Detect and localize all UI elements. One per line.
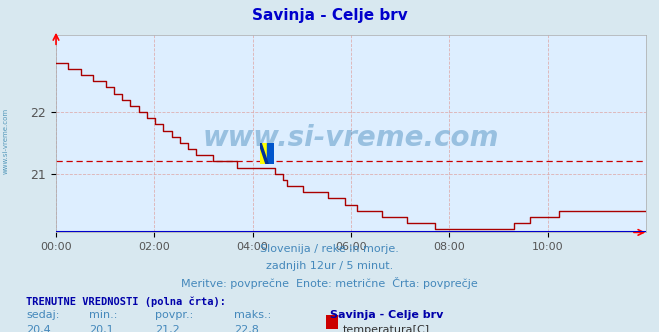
Text: min.:: min.: xyxy=(89,310,117,320)
Text: 21,2: 21,2 xyxy=(155,325,180,332)
Text: Savinja - Celje brv: Savinja - Celje brv xyxy=(330,310,443,320)
Text: maks.:: maks.: xyxy=(234,310,272,320)
Text: TRENUTNE VREDNOSTI (polna črta):: TRENUTNE VREDNOSTI (polna črta): xyxy=(26,296,226,307)
Text: Savinja - Celje brv: Savinja - Celje brv xyxy=(252,8,407,23)
Text: povpr.:: povpr.: xyxy=(155,310,193,320)
Text: www.si-vreme.com: www.si-vreme.com xyxy=(203,124,499,152)
Text: zadnjih 12ur / 5 minut.: zadnjih 12ur / 5 minut. xyxy=(266,261,393,271)
Bar xyxy=(268,143,275,164)
Text: 20,4: 20,4 xyxy=(26,325,51,332)
Text: temperatura[C]: temperatura[C] xyxy=(343,325,430,332)
Text: Meritve: povprečne  Enote: metrične  Črta: povprečje: Meritve: povprečne Enote: metrične Črta:… xyxy=(181,277,478,289)
Text: sedaj:: sedaj: xyxy=(26,310,60,320)
Text: www.si-vreme.com: www.si-vreme.com xyxy=(2,108,9,174)
Bar xyxy=(260,143,268,164)
Text: 22,8: 22,8 xyxy=(234,325,259,332)
Text: 20,1: 20,1 xyxy=(89,325,113,332)
Text: Slovenija / reke in morje.: Slovenija / reke in morje. xyxy=(260,244,399,254)
